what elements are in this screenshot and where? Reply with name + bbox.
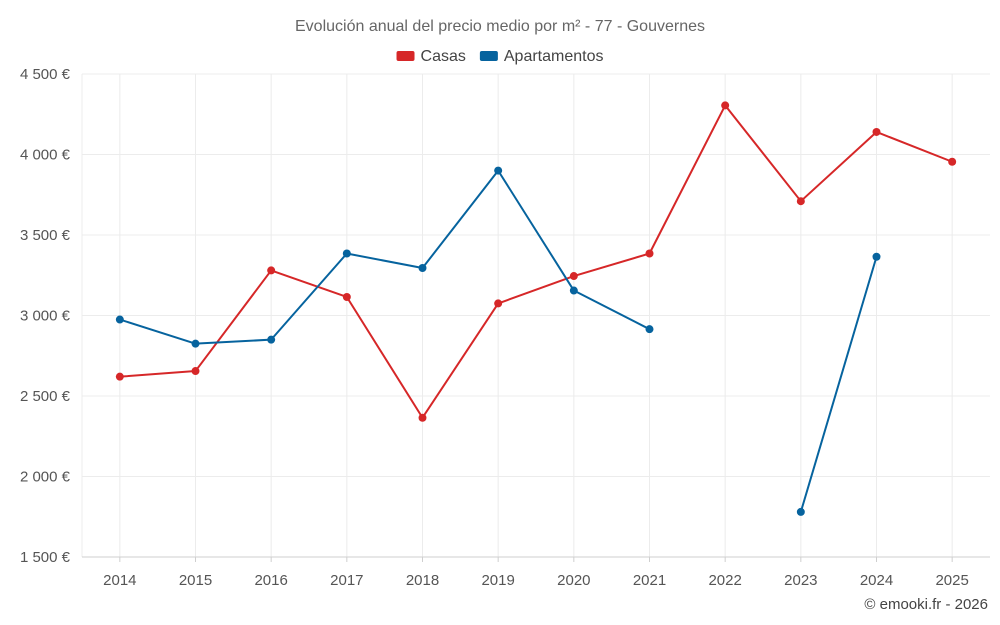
x-tick-label: 2019	[481, 572, 514, 589]
x-axis: 2014 2015 2016 2017 2018 2019 2020 2021 2022 2023…	[82, 556, 990, 589]
x-tick-label: 2023	[784, 572, 817, 589]
data-point-casas[interactable]	[569, 272, 578, 281]
data-point-casas[interactable]	[494, 299, 503, 308]
y-tick-label: 2 500 €	[20, 388, 71, 405]
legend-item-casas[interactable]: Casas	[396, 48, 466, 65]
y-tick-label: 3 000 €	[20, 308, 71, 325]
data-point-apartamentos[interactable]	[872, 252, 881, 261]
data-point-apartamentos[interactable]	[418, 264, 427, 273]
series-layer	[115, 101, 957, 516]
x-tick-label: 2025	[935, 572, 968, 589]
x-tick-label: 2022	[708, 572, 741, 589]
y-tick-label: 4 500 €	[20, 66, 71, 83]
x-tick-label: 2024	[860, 572, 893, 589]
legend-item-apartamentos[interactable]: Apartamentos	[479, 48, 604, 65]
data-point-apartamentos[interactable]	[645, 325, 654, 334]
data-point-apartamentos[interactable]	[796, 507, 805, 516]
data-point-casas[interactable]	[342, 292, 351, 301]
data-point-casas[interactable]	[418, 413, 427, 422]
series-apartamentos	[115, 166, 881, 516]
data-point-apartamentos[interactable]	[494, 166, 503, 175]
x-tick-label: 2014	[103, 572, 136, 589]
data-point-apartamentos[interactable]	[191, 339, 200, 348]
legend-label: Casas	[421, 48, 466, 65]
data-point-apartamentos[interactable]	[115, 315, 124, 324]
chart-title: Evolución anual del precio medio por m² …	[295, 18, 705, 35]
data-point-casas[interactable]	[645, 249, 654, 258]
series-line-apartamentos	[799, 256, 878, 513]
data-point-casas[interactable]	[721, 101, 730, 110]
grid	[81, 73, 990, 557]
series-casas	[115, 101, 957, 422]
chart-legend: Casas Apartamentos	[396, 48, 604, 65]
series-line-apartamentos	[119, 169, 650, 345]
series-line-casas	[119, 104, 953, 419]
y-tick-label: 1 500 €	[20, 549, 71, 566]
data-point-casas[interactable]	[115, 372, 124, 381]
data-point-apartamentos[interactable]	[342, 249, 351, 258]
legend-label: Apartamentos	[504, 48, 604, 65]
data-point-casas[interactable]	[872, 127, 881, 136]
legend-swatch	[479, 51, 498, 61]
data-point-apartamentos[interactable]	[569, 286, 578, 295]
data-point-casas[interactable]	[796, 197, 805, 206]
y-tick-label: 3 500 €	[20, 227, 71, 244]
x-tick-label: 2020	[557, 572, 590, 589]
y-tick-label: 4 000 €	[20, 147, 71, 164]
x-tick-label: 2015	[179, 572, 212, 589]
x-tick-label: 2021	[633, 572, 666, 589]
data-point-casas[interactable]	[267, 266, 276, 275]
data-point-casas[interactable]	[948, 157, 957, 166]
credit-text: © emooki.fr - 2026	[864, 596, 988, 613]
data-point-apartamentos[interactable]	[267, 335, 276, 344]
x-tick-label: 2017	[330, 572, 363, 589]
y-axis: 1 500 € 2 000 € 2 500 € 3 000 € 3 500 € 4 000…	[20, 66, 71, 566]
x-tick-label: 2018	[406, 572, 439, 589]
y-tick-label: 2 000 €	[20, 469, 71, 486]
x-tick-label: 2016	[254, 572, 287, 589]
data-point-casas[interactable]	[191, 367, 200, 376]
legend-swatch	[396, 51, 415, 61]
